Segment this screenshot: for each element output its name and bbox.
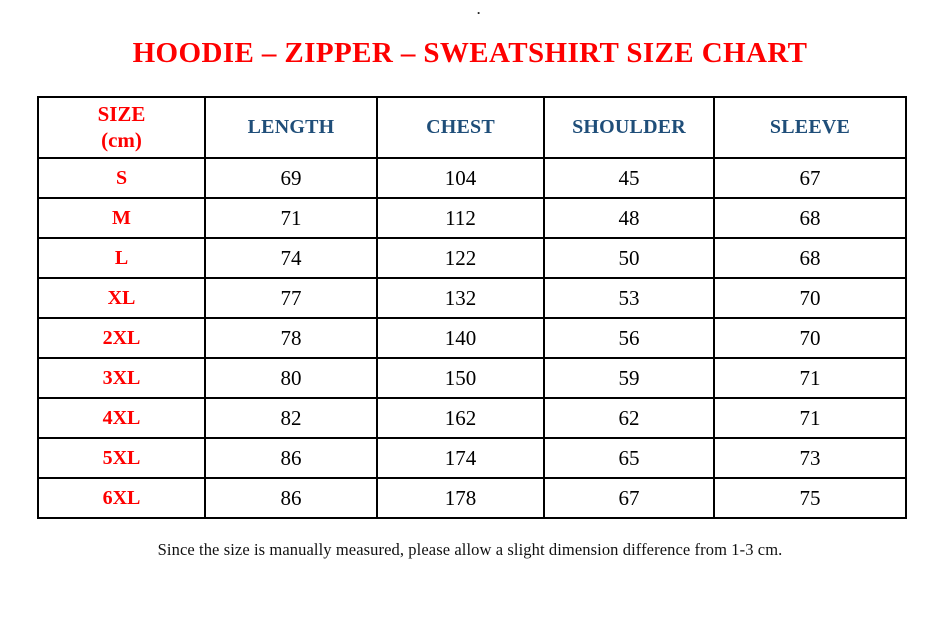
chest-cell: 104 <box>376 157 545 199</box>
shoulder-cell: 62 <box>543 397 715 439</box>
sleeve-cell: 71 <box>713 397 907 439</box>
chest-cell: 132 <box>376 277 545 319</box>
table-header-row: SIZE (cm) LENGTH CHEST SHOULDER SLEEVE <box>37 96 907 159</box>
sleeve-cell: 70 <box>713 317 907 359</box>
length-cell: 86 <box>204 477 378 519</box>
shoulder-cell: 45 <box>543 157 715 199</box>
table-row-3xl: 3XL 80 150 59 71 <box>37 357 907 399</box>
shoulder-cell: 56 <box>543 317 715 359</box>
sleeve-cell: 71 <box>713 357 907 399</box>
table-row-4xl: 4XL 82 162 62 71 <box>37 397 907 439</box>
size-cell: M <box>37 197 206 239</box>
shoulder-cell: 67 <box>543 477 715 519</box>
top-dot-mark: . <box>477 2 481 17</box>
chest-cell: 150 <box>376 357 545 399</box>
size-cell: 2XL <box>37 317 206 359</box>
size-cell: 6XL <box>37 477 206 519</box>
footer-note: Since the size is manually measured, ple… <box>157 540 783 559</box>
shoulder-cell: 53 <box>543 277 715 319</box>
page-title: HOODIE – ZIPPER – SWEATSHIRT SIZE CHART <box>132 37 808 69</box>
sleeve-cell: 73 <box>713 437 907 479</box>
length-cell: 78 <box>204 317 378 359</box>
sleeve-cell: 70 <box>713 277 907 319</box>
header-cell-size: SIZE (cm) <box>37 96 206 159</box>
length-cell: 77 <box>204 277 378 319</box>
header-cell-shoulder: SHOULDER <box>543 96 715 159</box>
header-size-line1: SIZE <box>97 102 146 127</box>
length-cell: 80 <box>204 357 378 399</box>
table-row-m: M 71 112 48 68 <box>37 197 907 239</box>
size-cell: 4XL <box>37 397 206 439</box>
length-cell: 74 <box>204 237 378 279</box>
table-row-s: S 69 104 45 67 <box>37 157 907 199</box>
chest-cell: 112 <box>376 197 545 239</box>
table-row-xl: XL 77 132 53 70 <box>37 277 907 319</box>
chest-cell: 162 <box>376 397 545 439</box>
header-cell-sleeve: SLEEVE <box>713 96 907 159</box>
sleeve-cell: 68 <box>713 237 907 279</box>
table-row-5xl: 5XL 86 174 65 73 <box>37 437 907 479</box>
table-row-2xl: 2XL 78 140 56 70 <box>37 317 907 359</box>
length-cell: 69 <box>204 157 378 199</box>
table-row-6xl: 6XL 86 178 67 75 <box>37 477 907 519</box>
header-size-line2: (cm) <box>101 127 142 152</box>
header-cell-length: LENGTH <box>204 96 378 159</box>
size-cell: L <box>37 237 206 279</box>
length-cell: 86 <box>204 437 378 479</box>
size-cell: S <box>37 157 206 199</box>
shoulder-cell: 48 <box>543 197 715 239</box>
shoulder-cell: 59 <box>543 357 715 399</box>
sleeve-cell: 68 <box>713 197 907 239</box>
shoulder-cell: 50 <box>543 237 715 279</box>
size-cell: 5XL <box>37 437 206 479</box>
sleeve-cell: 75 <box>713 477 907 519</box>
size-cell: 3XL <box>37 357 206 399</box>
header-cell-chest: CHEST <box>376 96 545 159</box>
shoulder-cell: 65 <box>543 437 715 479</box>
size-cell: XL <box>37 277 206 319</box>
chest-cell: 140 <box>376 317 545 359</box>
size-chart-table: SIZE (cm) LENGTH CHEST SHOULDER SLEEVE S… <box>37 96 907 519</box>
chest-cell: 174 <box>376 437 545 479</box>
chest-cell: 178 <box>376 477 545 519</box>
length-cell: 71 <box>204 197 378 239</box>
table-row-l: L 74 122 50 68 <box>37 237 907 279</box>
sleeve-cell: 67 <box>713 157 907 199</box>
length-cell: 82 <box>204 397 378 439</box>
chest-cell: 122 <box>376 237 545 279</box>
